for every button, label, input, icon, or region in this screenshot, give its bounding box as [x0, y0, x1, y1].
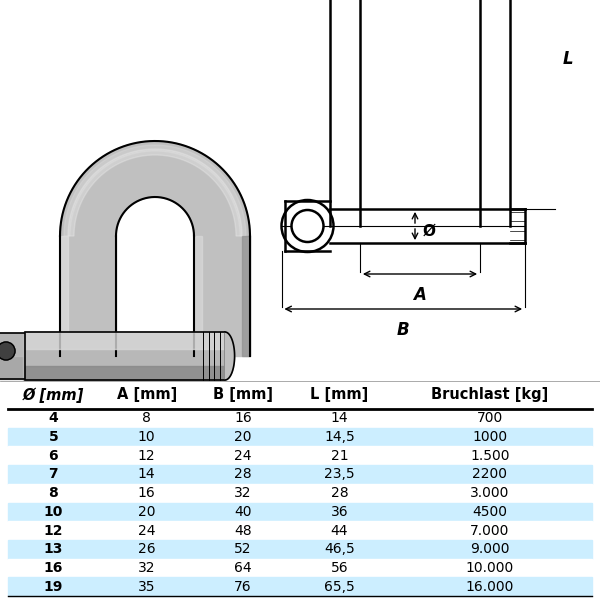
Polygon shape	[23, 332, 60, 380]
Text: 16: 16	[234, 412, 252, 425]
Text: 26: 26	[138, 542, 155, 556]
Polygon shape	[116, 332, 194, 380]
Polygon shape	[194, 236, 250, 356]
Polygon shape	[0, 333, 25, 379]
Text: 10.000: 10.000	[466, 561, 514, 575]
Text: L: L	[563, 50, 574, 68]
Polygon shape	[64, 145, 246, 236]
Text: 4: 4	[49, 412, 58, 425]
Polygon shape	[8, 577, 592, 596]
Text: 23,5: 23,5	[324, 467, 355, 481]
Text: 7.000: 7.000	[470, 524, 509, 538]
Text: 44: 44	[331, 524, 348, 538]
Text: A [mm]: A [mm]	[116, 388, 177, 403]
Text: 48: 48	[234, 524, 252, 538]
Polygon shape	[8, 409, 592, 428]
Text: L [mm]: L [mm]	[310, 388, 368, 403]
Text: Ø: Ø	[423, 223, 436, 238]
Text: 35: 35	[138, 580, 155, 593]
Text: 12: 12	[138, 449, 155, 463]
Polygon shape	[8, 540, 592, 559]
Text: 9.000: 9.000	[470, 542, 509, 556]
Text: 32: 32	[235, 486, 252, 500]
Polygon shape	[0, 333, 25, 356]
Text: 8: 8	[142, 412, 151, 425]
Text: 14: 14	[331, 412, 348, 425]
Polygon shape	[60, 141, 250, 236]
Text: 65,5: 65,5	[324, 580, 355, 593]
Text: 10: 10	[138, 430, 155, 444]
Polygon shape	[60, 236, 68, 356]
Bar	[0, 333, 25, 379]
Text: 4500: 4500	[472, 505, 508, 519]
Polygon shape	[68, 149, 242, 236]
Polygon shape	[8, 446, 592, 465]
Text: 8: 8	[49, 486, 58, 500]
Text: 20: 20	[138, 505, 155, 519]
Polygon shape	[225, 332, 235, 380]
Polygon shape	[8, 484, 592, 503]
Text: 36: 36	[331, 505, 348, 519]
Text: 40: 40	[235, 505, 252, 519]
Circle shape	[0, 342, 15, 360]
Polygon shape	[25, 332, 225, 349]
Text: 20: 20	[235, 430, 252, 444]
Text: 64: 64	[234, 561, 252, 575]
Polygon shape	[8, 428, 592, 446]
Text: 12: 12	[44, 524, 63, 538]
Polygon shape	[8, 465, 592, 484]
Text: 19: 19	[44, 580, 63, 593]
Text: 700: 700	[476, 412, 503, 425]
Text: 16.000: 16.000	[466, 580, 514, 593]
Text: 14,5: 14,5	[324, 430, 355, 444]
Text: Ø [mm]: Ø [mm]	[23, 387, 84, 403]
Text: 76: 76	[234, 580, 252, 593]
Text: 14: 14	[138, 467, 155, 481]
Text: 28: 28	[331, 486, 348, 500]
Polygon shape	[60, 236, 116, 356]
Text: 6: 6	[49, 449, 58, 463]
Text: 2200: 2200	[472, 467, 508, 481]
Text: 52: 52	[235, 542, 252, 556]
Text: 13: 13	[44, 542, 63, 556]
Text: Bruchlast [kg]: Bruchlast [kg]	[431, 388, 548, 403]
Text: 16: 16	[44, 561, 63, 575]
Text: 28: 28	[234, 467, 252, 481]
Text: 16: 16	[138, 486, 155, 500]
Text: 1.500: 1.500	[470, 449, 509, 463]
Polygon shape	[194, 236, 202, 356]
Circle shape	[292, 210, 323, 242]
Text: 24: 24	[138, 524, 155, 538]
Text: 7: 7	[49, 467, 58, 481]
Text: B [mm]: B [mm]	[213, 388, 273, 403]
Text: 5: 5	[49, 430, 58, 444]
Polygon shape	[25, 332, 225, 380]
Polygon shape	[8, 503, 592, 521]
Text: B: B	[397, 321, 410, 339]
Polygon shape	[8, 521, 592, 540]
Text: 10: 10	[44, 505, 63, 519]
Text: 56: 56	[331, 561, 348, 575]
Text: 32: 32	[138, 561, 155, 575]
Text: 1000: 1000	[472, 430, 508, 444]
Text: A: A	[413, 286, 427, 304]
Text: 46,5: 46,5	[324, 542, 355, 556]
Text: 3.000: 3.000	[470, 486, 509, 500]
Polygon shape	[25, 365, 225, 380]
Polygon shape	[8, 559, 592, 577]
Polygon shape	[242, 236, 250, 356]
Text: 21: 21	[331, 449, 348, 463]
Text: 24: 24	[235, 449, 252, 463]
